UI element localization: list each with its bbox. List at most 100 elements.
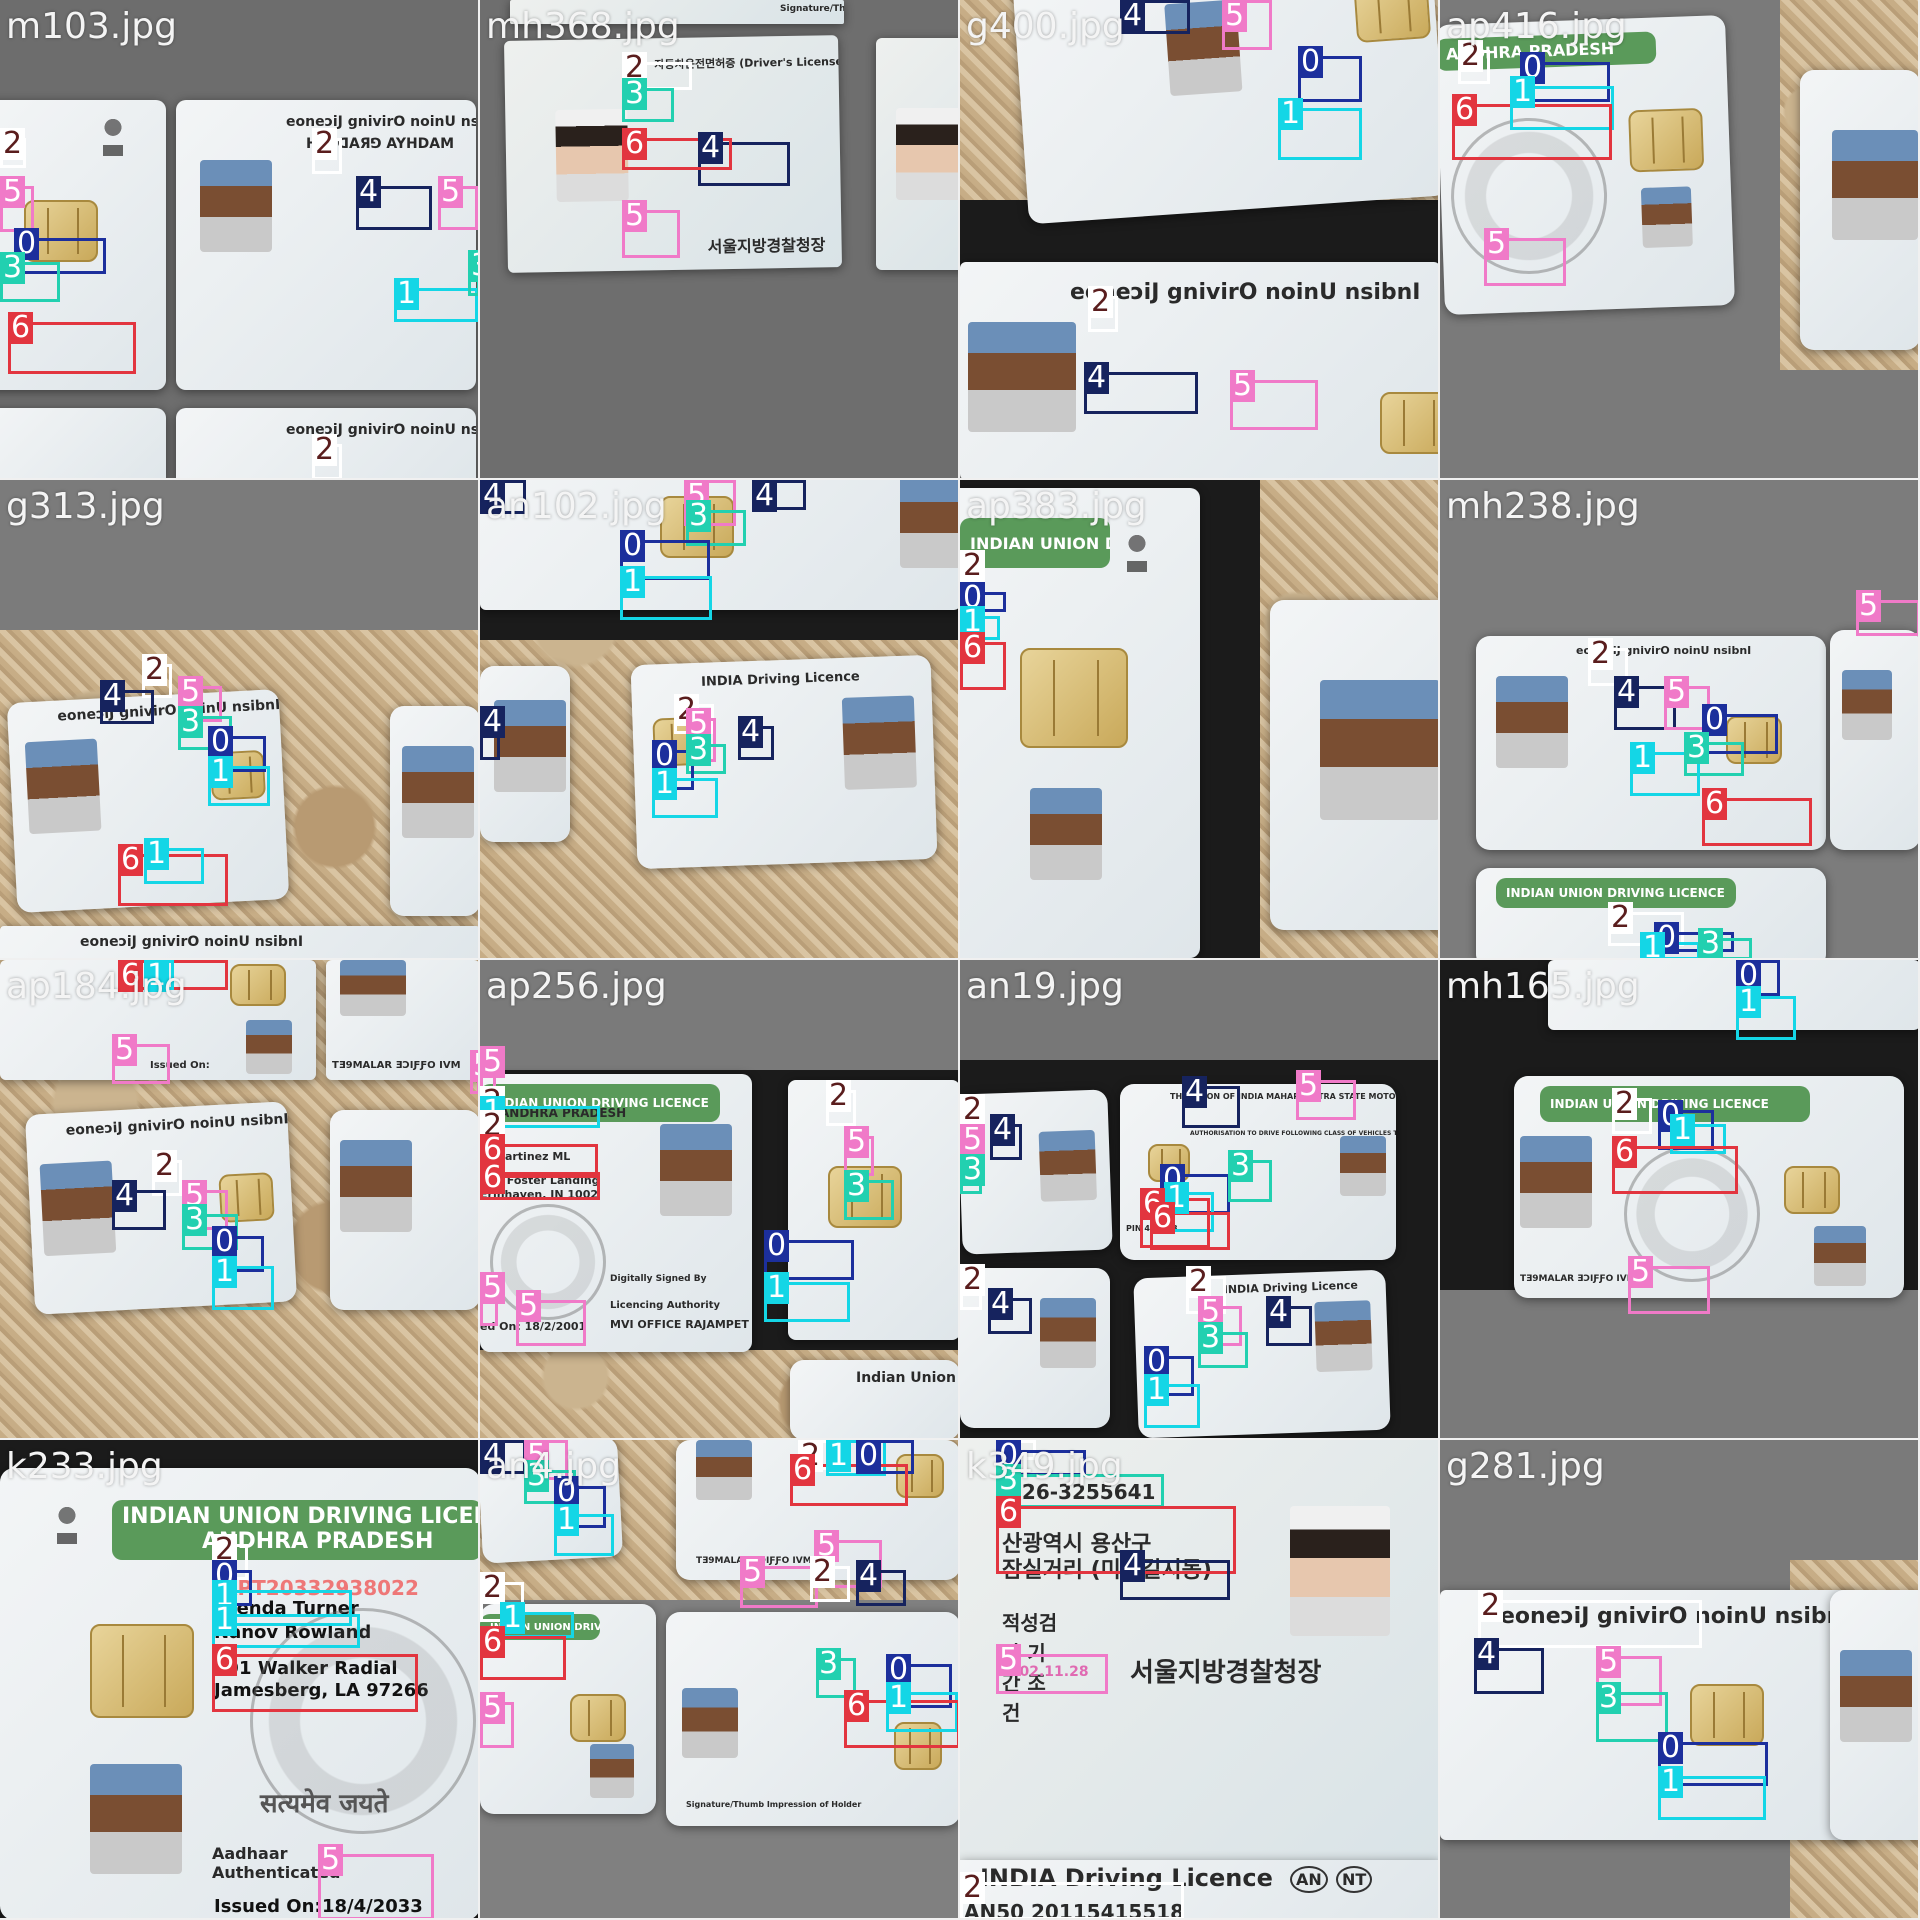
bbox-class-label: 1: [554, 1504, 580, 1536]
bbox-class-label: 6: [960, 632, 986, 664]
mvi-office-text: TƎ9MALAR ƎƆIƑƑO IVM: [1520, 1274, 1636, 1284]
bbox-class-label: 4: [1084, 362, 1110, 394]
bbox-class-label: 5: [516, 1290, 542, 1322]
bbox-class-label: 0: [1298, 46, 1324, 78]
bbox-class-label: 1: [212, 1256, 238, 1288]
bbox-class-label: 4: [1266, 1296, 1292, 1328]
bbox-class-label: 2: [1588, 638, 1614, 670]
chip-icon: [1690, 1684, 1764, 1746]
ap-state-text: ANDHRA PRADESH: [500, 1106, 627, 1120]
tile-5: INDIA Driving Licence an102.jpg 45430142…: [480, 480, 960, 960]
photo-icon: [841, 695, 917, 790]
photo-icon: [1814, 1226, 1866, 1286]
an-number-text: AN50 20115415518: [964, 1900, 1185, 1920]
ap-banner: INDIAN UNION DRIVING LICENCE: [960, 518, 1110, 568]
photo-icon: [1496, 676, 1568, 768]
bbox-class-label: 5: [112, 1034, 138, 1066]
tile-14: 226-3255641 산광역시 용산구 잠실거리 (미정길지동) 적성검사 기…: [960, 1440, 1440, 1920]
bbox-class-label: 3: [960, 1154, 986, 1186]
license-card-3: eoneɔiJ gnivirO noinU nsibnI: [0, 926, 478, 958]
bbox-class-label: 5: [1664, 676, 1690, 708]
tile-filename: mh368.jpg: [486, 6, 680, 47]
bbox-class-label: 2: [1088, 286, 1114, 318]
tile-filename: an4.jpg: [486, 1446, 621, 1487]
ap-banner: INDIAN UNION DRIVING LICENCE: [480, 1084, 720, 1122]
bbox-class-label: 3: [1684, 732, 1710, 764]
license-card-left: [480, 666, 570, 842]
bbox-class-label: 4: [480, 1440, 506, 1472]
bbox-class-label: 6: [480, 1162, 506, 1194]
photo-icon: [590, 1744, 634, 1798]
bbox-class-label: 5: [1484, 228, 1510, 260]
photo-icon: [1290, 1506, 1390, 1636]
bbox-class-label: 5: [1856, 590, 1882, 622]
mh-card-top: Signature/Thumb Impression of Holder: [510, 0, 844, 24]
bbox-class-label: 0: [856, 1440, 882, 1472]
bbox-class-5: [1628, 1266, 1710, 1314]
bbox-class-label: 5: [1222, 0, 1248, 32]
bbox-class-label: 0: [1144, 1346, 1170, 1378]
bbox-class-label: 1: [144, 838, 170, 870]
bbox-class-label: 4: [1120, 0, 1146, 32]
photo-icon: [1832, 130, 1918, 240]
ap-name-text: Martinez ML: [494, 1150, 571, 1163]
tile-7: eoneɔiJ gnivirO noinU nsibnI INDIAN UNIO…: [1440, 480, 1920, 960]
an-license-card: INDIA Driving Licence AN NT AN50 2011541…: [960, 1860, 1438, 1920]
bbox-class-1: [1510, 86, 1614, 130]
photo-icon: [1842, 670, 1892, 740]
tile-10: THE UNION OF INDIA MAHARASHTRA STATE MOT…: [960, 960, 1440, 1440]
bbox-class-label: 1: [208, 756, 234, 788]
bbox-class-label: 0: [764, 1230, 790, 1262]
bbox-class-label: 1: [212, 1604, 238, 1636]
bbox-class-label: 6: [480, 1134, 506, 1166]
bbox-class-label: 5: [622, 200, 648, 232]
tile-filename: k349.jpg: [966, 1446, 1123, 1487]
kr-license-card-2: [876, 38, 958, 270]
emblem-icon: [1120, 528, 1154, 572]
license-card-2: [390, 706, 478, 916]
bbox-class-1: [1736, 996, 1796, 1040]
mh-banner-text: THE UNION OF INDIA MAHARASHTRA STATE MOT…: [1170, 1092, 1396, 1101]
bbox-class-label: 6: [118, 844, 144, 876]
card-left-2: [0, 408, 166, 478]
bbox-class-label: 3: [686, 500, 712, 532]
photo-icon: [39, 1160, 117, 1257]
licencing-authority-text: Licencing Authority: [610, 1300, 721, 1311]
photo-icon: [1038, 1129, 1098, 1202]
card-title-text: eoneɔiJ gnivirO noinU nsibnI: [80, 934, 304, 950]
tile-12: INDIAN UNION DRIVING LICENCE ANDHRA PRAD…: [0, 1440, 480, 1920]
tile-filename: ap184.jpg: [6, 966, 187, 1007]
photo-icon: [896, 108, 958, 200]
bbox-class-label: 2: [1478, 1590, 1504, 1622]
bbox-class-label: 5: [480, 1692, 506, 1724]
an-badge-1: AN: [1290, 1866, 1328, 1893]
bbox-class-label: 5: [438, 176, 464, 208]
card-title-text: eoneɔiJ gnivirO noinU nsibnI: [1070, 280, 1421, 305]
bbox-class-4: [1474, 1648, 1544, 1694]
bbox-class-label: 0: [1658, 1732, 1684, 1764]
bbox-class-label: 0: [208, 726, 234, 758]
indian-union-text: Indian Union Issued by: [856, 1370, 958, 1386]
bbox-class-label: 2: [826, 1080, 852, 1112]
bbox-class-1: [1658, 1776, 1766, 1820]
bbox-class-label: 2: [480, 1572, 506, 1604]
bbox-class-label: 6: [1452, 94, 1478, 126]
bbox-class-2: [1478, 1600, 1702, 1648]
bbox-class-label: 5: [0, 176, 26, 208]
tile-8: Issued On: TƎ9MALAR ƎƆIƑƑO IVM eoneɔiJ g…: [0, 960, 480, 1440]
chip-icon: [896, 1454, 944, 1498]
bbox-class-label: 2: [810, 1556, 836, 1588]
photo-icon: [660, 1124, 732, 1216]
bbox-class-label: 2: [142, 654, 168, 686]
photo-icon: [968, 322, 1076, 432]
tile-4: eoneɔiJ gnivirO noinU nsibnI eoneɔiJ gni…: [0, 480, 480, 960]
bbox-class-0: [1658, 1742, 1768, 1786]
issued-on-date: 18/4/2033: [322, 1896, 423, 1917]
bbox-class-label: 1: [1510, 76, 1536, 108]
tile-filename: ap416.jpg: [1446, 6, 1627, 47]
bbox-class-4: [698, 142, 790, 186]
mh-license-card: [1830, 630, 1918, 850]
mh-auth-text: AUTHORISATION TO DRIVE FOLLOWING CLASS O…: [1190, 1130, 1396, 1137]
bbox-class-label: 6: [1612, 1136, 1638, 1168]
bbox-class-label: 3: [686, 734, 712, 766]
